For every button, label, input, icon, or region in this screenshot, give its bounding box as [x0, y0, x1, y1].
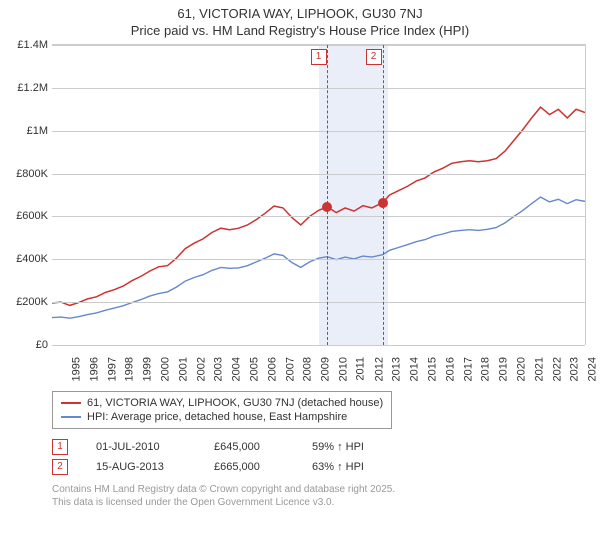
event-price: £665,000 [214, 461, 284, 473]
y-tick-label: £0 [8, 339, 48, 351]
legend-swatch [61, 402, 81, 404]
x-tick-label: 2014 [409, 357, 421, 381]
event-vs-hpi: 59% ↑ HPI [312, 441, 364, 453]
x-tick-label: 1995 [70, 357, 82, 381]
event-price: £645,000 [214, 441, 284, 453]
x-tick-label: 2002 [195, 357, 207, 381]
event-marker-dot [378, 198, 388, 208]
x-tick-label: 2024 [587, 357, 599, 381]
x-tick-label: 2012 [373, 357, 385, 381]
x-tick-label: 1998 [124, 357, 136, 381]
x-tick-label: 2018 [480, 357, 492, 381]
event-date: 15-AUG-2013 [96, 461, 186, 473]
y-tick-label: £600K [8, 210, 48, 222]
x-tick-label: 2003 [213, 357, 225, 381]
x-tick-label: 2013 [391, 357, 403, 381]
x-tick-label: 2011 [354, 357, 366, 381]
event-index-box: 1 [52, 439, 68, 455]
event-vs-hpi: 63% ↑ HPI [312, 461, 364, 473]
footnote-line: Contains HM Land Registry data © Crown c… [52, 484, 395, 495]
x-tick-label: 1997 [106, 357, 118, 381]
legend-label: HPI: Average price, detached house, East… [87, 411, 347, 423]
table-row: 1 01-JUL-2010 £645,000 59% ↑ HPI [52, 437, 592, 457]
y-tick-label: £200K [8, 296, 48, 308]
x-tick-label: 2020 [515, 357, 527, 381]
event-date: 01-JUL-2010 [96, 441, 186, 453]
x-tick-label: 2007 [284, 357, 296, 381]
legend: 61, VICTORIA WAY, LIPHOOK, GU30 7NJ (det… [52, 391, 392, 429]
y-tick-label: £1.2M [8, 82, 48, 94]
y-tick-label: £800K [8, 168, 48, 180]
legend-item: HPI: Average price, detached house, East… [61, 410, 383, 424]
y-tick-label: £400K [8, 253, 48, 265]
footnote-line: This data is licensed under the Open Gov… [52, 497, 334, 508]
x-tick-label: 2009 [320, 357, 332, 381]
page-subtitle: Price paid vs. HM Land Registry's House … [8, 23, 592, 38]
x-tick-label: 2022 [551, 357, 563, 381]
x-tick-label: 2017 [462, 357, 474, 381]
x-tick-label: 1999 [142, 357, 154, 381]
x-axis: 1995 1996 1997 1998 1999 2000 2001 2002 2003 2004… [52, 345, 586, 385]
x-tick-label: 2023 [569, 357, 581, 381]
x-tick-label: 2008 [302, 357, 314, 381]
x-tick-label: 2010 [337, 357, 349, 381]
legend-swatch [61, 416, 81, 418]
legend-item: 61, VICTORIA WAY, LIPHOOK, GU30 7NJ (det… [61, 396, 383, 410]
x-tick-label: 2000 [159, 357, 171, 381]
event-marker-box: 1 [311, 49, 327, 65]
x-tick-label: 2021 [533, 357, 545, 381]
chart-container: 61, VICTORIA WAY, LIPHOOK, GU30 7NJ Pric… [0, 0, 600, 509]
x-tick-label: 2006 [266, 357, 278, 381]
event-index-box: 2 [52, 459, 68, 475]
event-marker-box: 2 [366, 49, 382, 65]
line-chart-svg [52, 45, 585, 345]
x-tick-label: 2005 [248, 357, 260, 381]
x-tick-label: 2004 [231, 357, 243, 381]
x-tick-label: 2001 [177, 357, 189, 381]
chart-plot-area: £0£200K£400K£600K£800K£1M£1.2M£1.4M12 [52, 44, 586, 345]
x-tick-label: 2019 [498, 357, 510, 381]
footnote: Contains HM Land Registry data © Crown c… [52, 483, 592, 509]
table-row: 2 15-AUG-2013 £665,000 63% ↑ HPI [52, 457, 592, 477]
y-tick-label: £1M [8, 125, 48, 137]
page-title: 61, VICTORIA WAY, LIPHOOK, GU30 7NJ [8, 6, 592, 21]
x-tick-label: 2016 [444, 357, 456, 381]
x-tick-label: 2015 [426, 357, 438, 381]
y-tick-label: £1.4M [8, 39, 48, 51]
events-table: 1 01-JUL-2010 £645,000 59% ↑ HPI 2 15-AU… [52, 437, 592, 477]
event-marker-dot [322, 202, 332, 212]
x-tick-label: 1996 [88, 357, 100, 381]
legend-label: 61, VICTORIA WAY, LIPHOOK, GU30 7NJ (det… [87, 397, 383, 409]
